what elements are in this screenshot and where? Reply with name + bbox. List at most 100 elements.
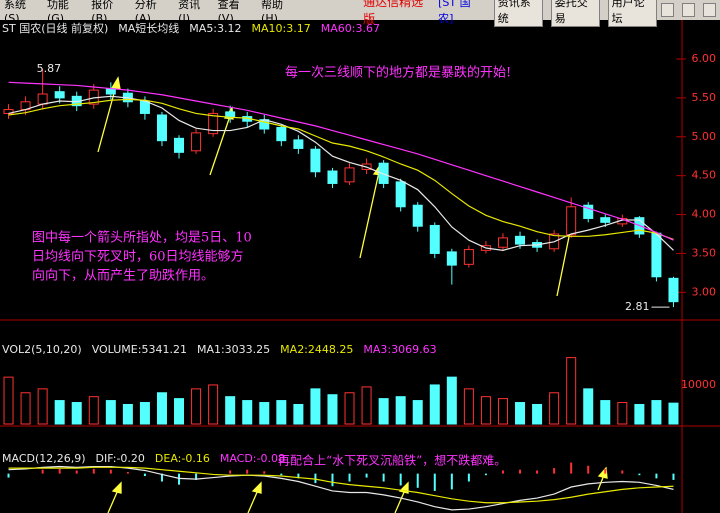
annotation: 再配合上“水下死叉沉船铁”，想不跌都难。	[278, 453, 506, 468]
volume-bar	[276, 400, 287, 425]
button[interactable]: 资讯系统	[493, 0, 543, 27]
annotation: 日均线向下死叉时，60日均线能够方	[32, 249, 244, 265]
volume-bar	[497, 398, 508, 425]
candle-body	[293, 139, 304, 149]
close-button[interactable]	[702, 3, 716, 17]
volume-bar	[463, 388, 474, 425]
volume-bar	[651, 400, 662, 425]
y-tick-label: 5.50	[692, 91, 717, 104]
volume-bar	[361, 386, 372, 425]
y-tick-label: 4.50	[692, 169, 717, 182]
candle-body	[310, 148, 321, 173]
stock-tag[interactable]: [ST 国 农]	[438, 0, 471, 25]
brand: 通达信精选版	[363, 0, 424, 26]
volume-bar	[446, 376, 457, 425]
candle-body	[651, 232, 662, 278]
volume-bar	[549, 392, 560, 425]
candle-body	[208, 112, 219, 135]
y-tick-label: 5.00	[692, 130, 717, 143]
high-label: 5.87	[37, 62, 62, 75]
maximize-button[interactable]	[681, 3, 695, 17]
arrow	[97, 85, 117, 153]
volume-bar	[71, 402, 82, 425]
menu-item[interactable]: 资讯(I)	[178, 0, 201, 25]
legend-text: ST 国农(日线 前复权)	[2, 21, 108, 35]
legend-text: VOL2(5,10,20)	[2, 343, 82, 356]
y-tick-label: 6.00	[692, 52, 717, 65]
menu-item[interactable]: 查看(V)	[217, 0, 240, 25]
volume-bar	[395, 396, 406, 425]
ma-line	[8, 95, 674, 251]
volume-bar	[532, 403, 543, 425]
volume-bar	[327, 394, 338, 425]
volume-bar	[37, 388, 48, 425]
arrow-head	[111, 481, 122, 494]
y-tick-label: 10000	[681, 378, 716, 391]
volume-bar	[566, 357, 577, 425]
candle-body	[668, 277, 679, 303]
menu-bar: 系统(S) 功能(G) 报价(B) 分析(A) 资讯(I) 查看(V) 帮助(H…	[0, 0, 720, 27]
menu-item[interactable]: 系统(S)	[4, 0, 26, 25]
arrow-head	[251, 481, 262, 494]
candle-body	[412, 204, 423, 227]
legend-text: DIF:-0.20	[96, 452, 145, 465]
candle-body	[327, 170, 338, 184]
candle-body	[600, 217, 611, 223]
volume-bar	[583, 388, 594, 425]
candle-body	[497, 237, 508, 248]
volume-bar	[412, 400, 423, 425]
annotation: 向向下，从而产生了助跌作用。	[32, 268, 214, 284]
volume-bar	[515, 402, 526, 425]
candle-body	[515, 235, 526, 245]
button[interactable]: 委托交易	[550, 0, 600, 27]
candle-body	[156, 114, 167, 142]
minimize-button[interactable]	[660, 3, 674, 17]
volume-bar	[225, 396, 236, 425]
arrow	[209, 115, 231, 176]
candle-body	[54, 91, 65, 99]
menu-item[interactable]: 分析(A)	[134, 0, 157, 25]
menu-item[interactable]: 报价(B)	[91, 0, 114, 25]
legend-text: VOLUME:5341.21	[92, 343, 187, 356]
y-tick-label: 3.00	[692, 285, 717, 298]
volume-bar	[668, 402, 679, 425]
volume-bar	[242, 400, 253, 425]
candle-body	[429, 224, 440, 254]
volume-bar	[634, 403, 645, 425]
ma-line	[8, 466, 674, 504]
arrow-head	[110, 76, 121, 90]
volume-bar	[344, 392, 355, 425]
volume-bar	[310, 388, 321, 425]
arrow	[394, 489, 406, 513]
candle-body	[395, 181, 406, 208]
candle-body	[276, 126, 287, 142]
arrow	[247, 489, 259, 513]
legend-text: MACD(12,26,9)	[2, 452, 86, 465]
legend-text: MA3:3069.63	[363, 343, 436, 356]
button[interactable]: 用户论坛	[607, 0, 657, 27]
legend-text: DEA:-0.16	[155, 452, 210, 465]
arrow	[359, 171, 380, 259]
menu-item[interactable]: 帮助(H)	[261, 0, 284, 25]
volume-bar	[191, 388, 202, 425]
volume-bar	[88, 396, 99, 425]
volume-bar	[54, 400, 65, 425]
legend-text: MA60:3.67	[321, 22, 380, 35]
frame	[0, 20, 720, 513]
candle-body	[191, 132, 202, 152]
volume-bar	[293, 403, 304, 425]
annotation: 每一次三线顺下的地方都是暴跌的开始!	[285, 65, 511, 81]
legend-text: MA1:3033.25	[197, 343, 270, 356]
volume-bar	[156, 392, 167, 425]
menu-item[interactable]: 功能(G)	[46, 0, 69, 25]
ma-line	[8, 98, 674, 241]
chart: 3.00 3.50 4.00 4.50 5.00 5.50 6.00 5.87 2.81 ST 国…	[0, 20, 720, 513]
volume-bar	[3, 376, 14, 425]
candle-body	[566, 206, 577, 236]
volume-bar	[20, 392, 31, 425]
legend-text: MA10:3.17	[252, 22, 311, 35]
volume-bar	[139, 402, 150, 425]
y-tick-label: 3.50	[692, 246, 717, 259]
volume-bar	[617, 402, 628, 425]
